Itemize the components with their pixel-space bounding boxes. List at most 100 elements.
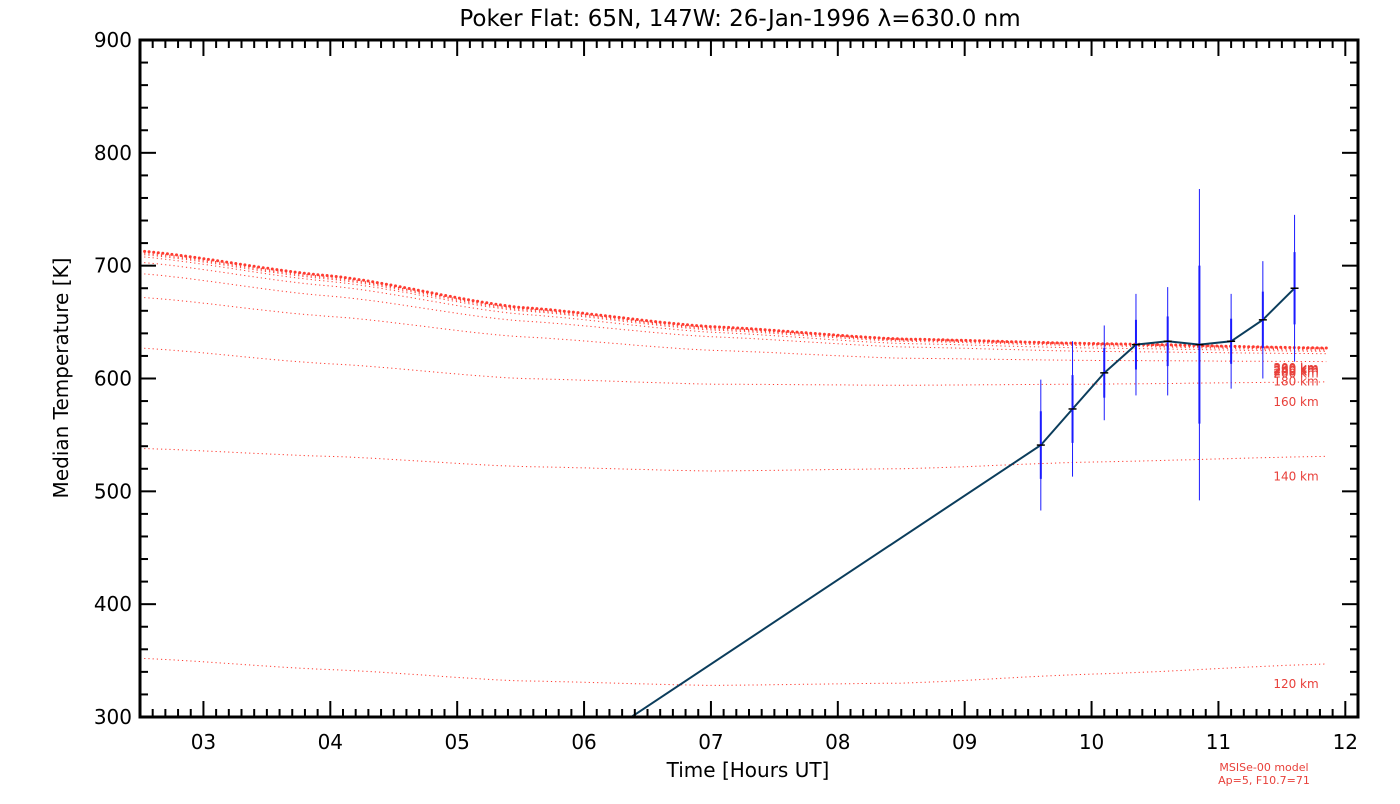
exospheric-point [1169, 343, 1173, 347]
exospheric-point [1119, 342, 1123, 346]
exospheric-point [882, 336, 886, 340]
exospheric-point [900, 337, 904, 341]
exospheric-point [425, 290, 429, 294]
model-label-140-km: 140 km [1273, 469, 1318, 483]
exospheric-point [877, 336, 881, 340]
model-label-200-km: 200 km [1273, 367, 1318, 381]
exospheric-point [1019, 340, 1023, 344]
chart-title: Poker Flat: 65N, 147W: 26-Jan-1996 λ=630… [459, 6, 1020, 32]
exospheric-point [1247, 345, 1251, 349]
exospheric-point [581, 311, 585, 315]
exospheric-point [946, 338, 950, 342]
exospheric-point [777, 329, 781, 333]
exospheric-point [699, 324, 703, 328]
x-tick-label: 12 [1333, 730, 1358, 754]
exospheric-point [453, 295, 457, 299]
exospheric-point [736, 326, 740, 330]
exospheric-point [1238, 345, 1242, 348]
exospheric-point [1156, 343, 1159, 347]
exospheric-point [1014, 340, 1018, 344]
exospheric-point [498, 303, 502, 307]
exospheric-point [407, 287, 411, 290]
exospheric-point [211, 258, 215, 262]
exospheric-point [558, 309, 562, 313]
exospheric-point [804, 331, 808, 335]
exospheric-point [553, 308, 557, 312]
exospheric-point [384, 282, 388, 286]
model-footnote-line2: Ap=5, F10.7=71 [1218, 774, 1310, 787]
model-footnote-line1: MSISe-00 model [1219, 761, 1308, 774]
model-label-220-km: 220 km [1273, 364, 1318, 378]
exospheric-point [982, 339, 986, 343]
exospheric-point [1005, 340, 1009, 344]
exospheric-point [1096, 342, 1100, 346]
exospheric-point [845, 334, 849, 338]
exospheric-point [740, 326, 744, 330]
exospheric-point [1037, 340, 1041, 344]
exospheric-point [170, 252, 174, 256]
y-tick-label: 400 [94, 592, 132, 616]
exospheric-point [380, 281, 384, 285]
exospheric-point [1297, 346, 1301, 350]
exospheric-point [1219, 344, 1223, 348]
exospheric-point [252, 264, 256, 268]
exospheric-point [248, 264, 251, 268]
x-tick-label: 11 [1206, 730, 1231, 754]
exospheric-point [640, 318, 644, 322]
exospheric-point [1064, 341, 1068, 345]
exospheric-point [298, 271, 302, 275]
exospheric-point [225, 260, 229, 264]
exospheric-point [1206, 344, 1210, 348]
exospheric-point [1069, 341, 1073, 345]
exospheric-point [1105, 342, 1109, 346]
x-axis-label: Time [Hours UT] [666, 758, 830, 782]
exospheric-point [184, 254, 188, 258]
exospheric-point [672, 322, 676, 325]
exospheric-point [220, 259, 224, 263]
exospheric-point [284, 269, 288, 273]
exospheric-point [608, 314, 612, 318]
exospheric-point [617, 315, 621, 319]
exospheric-point [1010, 340, 1013, 344]
exospheric-point [649, 319, 653, 323]
exospheric-point [1078, 341, 1082, 345]
exospheric-point [932, 338, 936, 342]
exospheric-point [375, 281, 379, 285]
model-label-240-km: 240 km [1273, 363, 1318, 377]
exospheric-point [763, 328, 767, 332]
exospheric-point [302, 271, 306, 275]
exospheric-point [626, 317, 630, 320]
exospheric-point [909, 337, 913, 341]
exospheric-point [1283, 345, 1287, 349]
exospheric-point [968, 339, 972, 342]
exospheric-point [832, 333, 835, 337]
exospheric-point [791, 330, 794, 334]
exospheric-point [444, 294, 448, 297]
exospheric-point [686, 323, 689, 327]
exospheric-point [1320, 346, 1324, 350]
exospheric-point [818, 332, 822, 336]
exospheric-point [768, 328, 772, 332]
exospheric-point [1046, 341, 1050, 345]
exospheric-point [339, 275, 343, 279]
exospheric-point [480, 300, 484, 304]
exospheric-point [781, 329, 785, 333]
exospheric-point [179, 254, 183, 257]
exospheric-point [658, 320, 662, 324]
exospheric-point [1110, 342, 1114, 346]
exospheric-point [457, 296, 461, 300]
exospheric-point [800, 331, 804, 334]
x-tick-label: 06 [571, 730, 596, 754]
model-curve-240-km [140, 256, 1327, 351]
exospheric-point [786, 329, 790, 333]
exospheric-point [161, 251, 165, 255]
exospheric-point [197, 256, 201, 260]
exospheric-point [266, 266, 270, 270]
exospheric-point [430, 291, 434, 295]
exospheric-point [795, 330, 799, 334]
exospheric-point [937, 338, 940, 342]
exospheric-point [590, 312, 594, 316]
exospheric-point [918, 337, 922, 341]
exospheric-point [1160, 343, 1164, 347]
exospheric-point [562, 309, 566, 313]
